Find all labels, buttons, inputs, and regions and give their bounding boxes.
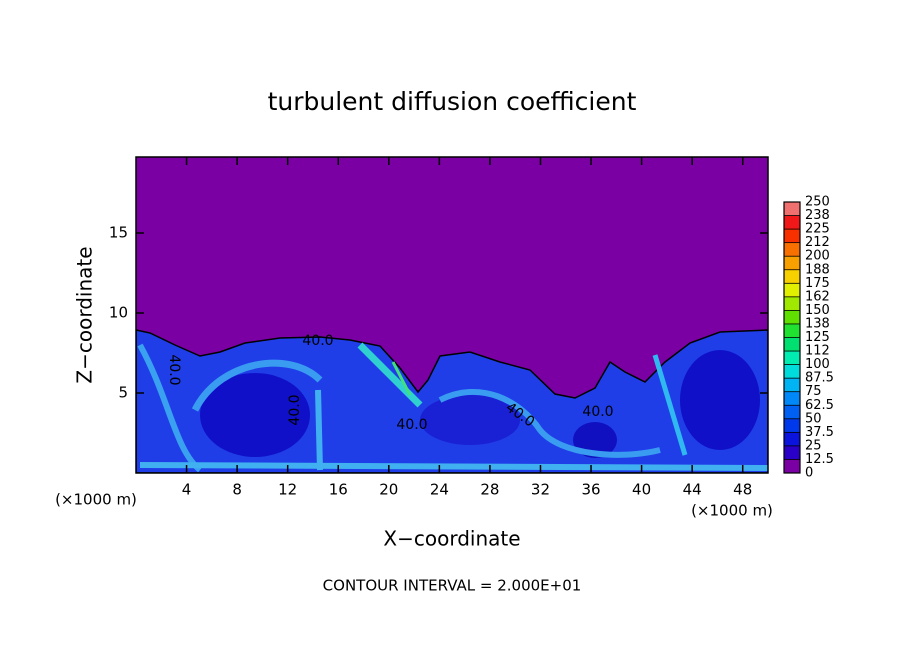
chart-title: turbulent diffusion coefficient bbox=[268, 87, 637, 116]
colorbar-label: 125 bbox=[805, 330, 830, 345]
x-axis-title: X−coordinate bbox=[383, 527, 520, 551]
colorbar-label: 25 bbox=[805, 438, 822, 453]
colorbar-band bbox=[784, 256, 800, 270]
field bbox=[136, 329, 768, 473]
colorbar-label: 87.5 bbox=[805, 371, 834, 386]
x-tick-label: 36 bbox=[581, 481, 600, 499]
x-tick-label: 28 bbox=[480, 481, 499, 499]
colorbar-band bbox=[784, 405, 800, 419]
colorbar-label: 37.5 bbox=[805, 425, 834, 440]
colorbar-label: 0 bbox=[805, 466, 813, 481]
colorbar-band bbox=[784, 351, 800, 365]
colorbar-label: 75 bbox=[805, 384, 822, 399]
x-tick-label: 4 bbox=[182, 481, 192, 499]
y-axis-title: Z−coordinate bbox=[73, 246, 97, 383]
colorbar-label: 100 bbox=[805, 357, 830, 372]
x-tick-label: 12 bbox=[278, 481, 297, 499]
streak bbox=[391, 361, 412, 396]
colorbar-band bbox=[784, 378, 800, 392]
y-tick-label: 10 bbox=[109, 304, 128, 322]
colorbar-label: 138 bbox=[805, 316, 830, 331]
contour-label: 40.0 bbox=[396, 417, 427, 433]
contour-label: 40.0 bbox=[302, 333, 333, 349]
colorbar-band bbox=[784, 296, 800, 311]
x-tick-label: 24 bbox=[430, 481, 449, 499]
core bbox=[680, 350, 760, 450]
colorbar-band bbox=[784, 445, 800, 460]
colorbar-band bbox=[784, 310, 800, 324]
x-tick-label: 44 bbox=[683, 481, 702, 499]
colorbar-label: 150 bbox=[805, 303, 830, 318]
colorbar-band bbox=[784, 242, 800, 257]
x-tick-label: 8 bbox=[232, 481, 242, 499]
contour-label: 40.0 bbox=[287, 394, 303, 425]
footer-note: CONTOUR INTERVAL = 2.000E+01 bbox=[323, 577, 582, 595]
streak bbox=[315, 389, 323, 471]
contour-label: 40.0 bbox=[582, 404, 613, 420]
colorbar-label: 212 bbox=[805, 235, 830, 250]
colorbar-band bbox=[784, 364, 800, 379]
colorbar-band bbox=[784, 215, 800, 230]
streak bbox=[139, 462, 768, 471]
colorbar-band bbox=[784, 391, 800, 406]
colorbar-label: 250 bbox=[805, 195, 830, 210]
x-unit-label: (×1000 m) bbox=[691, 502, 773, 520]
y-tick-label: 15 bbox=[109, 224, 128, 242]
colorbar-band bbox=[784, 269, 800, 284]
colorbar-label: 50 bbox=[805, 411, 822, 426]
streak bbox=[652, 354, 688, 456]
x-tick-label: 48 bbox=[733, 481, 752, 499]
core bbox=[420, 395, 520, 445]
y-tick-label: 5 bbox=[118, 384, 128, 402]
colorbar-label: 62.5 bbox=[805, 398, 834, 413]
colorbar-band bbox=[784, 337, 800, 352]
y-unit-label: (×1000 m) bbox=[55, 491, 137, 509]
x-tick-label: 40 bbox=[632, 481, 651, 499]
colorbar-band bbox=[784, 323, 800, 338]
colorbar-band bbox=[784, 283, 800, 297]
colorbar-band bbox=[784, 459, 800, 473]
x-tick-label: 32 bbox=[531, 481, 550, 499]
colorbar-band bbox=[784, 229, 800, 243]
colorbar-band bbox=[784, 432, 800, 446]
colorbar-label: 188 bbox=[805, 262, 830, 277]
colorbar-band bbox=[784, 202, 800, 216]
x-tick-label: 16 bbox=[329, 481, 348, 499]
core bbox=[200, 373, 310, 457]
colorbar-label: 175 bbox=[805, 276, 830, 291]
colorbar-band bbox=[784, 418, 800, 433]
colorbar-label: 12.5 bbox=[805, 452, 834, 467]
streak bbox=[438, 389, 661, 458]
colorbar-label: 238 bbox=[805, 208, 830, 223]
colorbar-label: 112 bbox=[805, 344, 830, 359]
contour-label: 40.0 bbox=[166, 354, 182, 385]
streak bbox=[191, 359, 323, 412]
streak bbox=[137, 343, 202, 473]
colorbar-label: 162 bbox=[805, 289, 830, 304]
colorbar-label: 225 bbox=[805, 222, 830, 237]
plot-frame bbox=[135, 156, 769, 474]
x-tick-label: 20 bbox=[379, 481, 398, 499]
colorbar-label: 200 bbox=[805, 249, 830, 264]
